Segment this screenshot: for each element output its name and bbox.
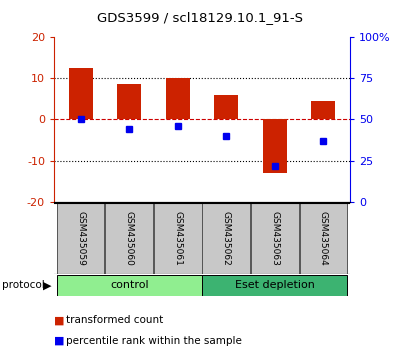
Text: ■: ■ [54, 315, 64, 325]
Bar [117, 85, 141, 120]
Text: GSM435063: GSM435063 [270, 211, 279, 266]
Text: GSM435060: GSM435060 [125, 211, 134, 266]
Bar [68, 68, 93, 120]
Text: ■: ■ [54, 336, 64, 346]
Text: Eset depletion: Eset depletion [235, 280, 315, 290]
Text: GSM435064: GSM435064 [319, 211, 328, 266]
Bar [154, 202, 202, 274]
Text: protocol: protocol [2, 280, 45, 290]
Text: GSM435062: GSM435062 [222, 211, 231, 266]
Text: GDS3599 / scl18129.10.1_91-S: GDS3599 / scl18129.10.1_91-S [97, 11, 303, 24]
Bar [106, 202, 153, 274]
Text: percentile rank within the sample: percentile rank within the sample [66, 336, 242, 346]
Bar [57, 202, 104, 274]
Text: transformed count: transformed count [66, 315, 163, 325]
Text: GSM435061: GSM435061 [173, 211, 182, 266]
Text: control: control [110, 280, 148, 290]
Bar [166, 78, 190, 120]
Bar [214, 95, 238, 120]
Text: GSM435059: GSM435059 [76, 211, 85, 266]
Bar [251, 202, 298, 274]
Text: ▶: ▶ [43, 280, 51, 290]
Bar [300, 202, 347, 274]
Bar [202, 202, 250, 274]
Bar [202, 275, 347, 296]
Bar [57, 275, 202, 296]
Bar [263, 120, 287, 173]
Bar [311, 101, 336, 120]
